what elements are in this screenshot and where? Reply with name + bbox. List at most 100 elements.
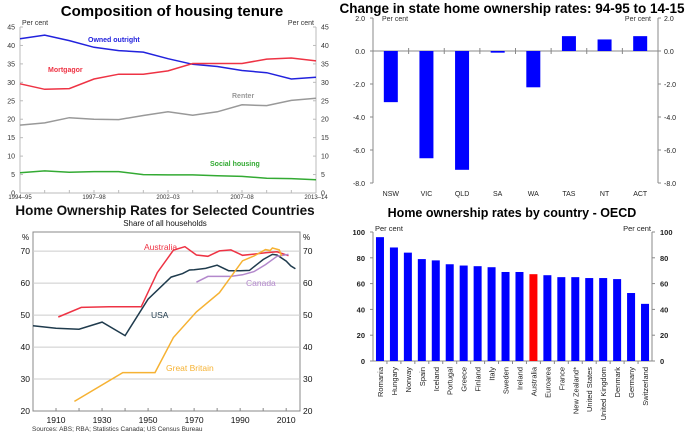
bar-hungary xyxy=(389,247,398,361)
x-tick-label: 1910 xyxy=(47,415,66,425)
y-tick-label-right: -4.0 xyxy=(664,115,676,122)
x-tick-label-sa: SA xyxy=(493,191,503,198)
y-axis-unit-left: Per cent xyxy=(375,224,404,233)
y-tick-label-right: 50 xyxy=(303,310,313,320)
x-tick-label-sweden: Sweden xyxy=(502,367,511,394)
y-tick-label-left: 30 xyxy=(21,374,31,384)
y-tick-label-right: 10 xyxy=(321,154,329,161)
chart-title: Change in state home ownership rates: 94… xyxy=(340,1,685,16)
series-line-mortgagor xyxy=(19,57,317,91)
bar-sweden xyxy=(501,271,510,361)
y-axis-unit-right: Per cent xyxy=(288,20,314,27)
y-tick-label-right: 60 xyxy=(660,280,668,289)
state-chart-panel: Change in state home ownership rates: 94… xyxy=(339,0,685,200)
y-tick-label-right: 80 xyxy=(660,254,668,263)
x-tick-label: 1997–98 xyxy=(82,195,106,200)
y-tick-label-left: 40 xyxy=(7,43,15,50)
series-label-mortgagor: Mortgagor xyxy=(48,67,83,74)
bar-qld xyxy=(455,51,470,170)
bar-vic xyxy=(419,51,434,159)
y-tick-label-left: 0.0 xyxy=(355,49,365,56)
y-tick-label-right: 100 xyxy=(660,228,673,237)
bar-spain xyxy=(417,259,426,361)
x-tick-label-norway: Norway xyxy=(404,367,413,393)
bar-sa xyxy=(490,51,505,53)
y-tick-label-left: 100 xyxy=(352,228,365,237)
x-tick-label-tas: TAS xyxy=(562,191,575,198)
y-tick-label-right: 40 xyxy=(321,43,329,50)
x-tick-label-france: France xyxy=(557,367,566,390)
plot-frame xyxy=(32,231,301,412)
y-tick-label-right: -6.0 xyxy=(664,148,676,155)
y-tick-label-left: 10 xyxy=(7,154,15,161)
y-tick-label-right: 5 xyxy=(321,172,325,179)
y-tick-label-left: 5 xyxy=(11,172,15,179)
bar-united-kingdom xyxy=(599,278,608,361)
x-tick-label-united-states: United States xyxy=(585,367,594,412)
x-tick-label: 2013–14 xyxy=(304,195,328,200)
x-tick-label-greece: Greece xyxy=(460,367,469,392)
bar-france xyxy=(557,277,566,361)
y-axis-unit-right: % xyxy=(303,233,310,242)
y-tick-label-right: 70 xyxy=(303,246,313,256)
y-tick-label-left: 60 xyxy=(21,278,31,288)
x-tick-label: 1970 xyxy=(185,415,204,425)
y-tick-label-left: 40 xyxy=(21,342,31,352)
y-tick-label-left: 35 xyxy=(7,61,15,68)
countries-chart: Home Ownership Rates for Selected Countr… xyxy=(15,203,314,433)
y-tick-label-left: 20 xyxy=(357,331,365,340)
y-tick-label-left: 2.0 xyxy=(355,16,365,23)
y-tick-label-left: 70 xyxy=(21,246,31,256)
y-tick-label-left: 0 xyxy=(361,357,365,366)
y-tick-label-right: 0.0 xyxy=(664,49,674,56)
bar-nsw xyxy=(383,51,398,103)
y-tick-label-right: 20 xyxy=(660,331,668,340)
x-tick-label: 1930 xyxy=(93,415,112,425)
y-tick-label-right: 15 xyxy=(321,135,329,142)
y-tick-label-left: -8.0 xyxy=(353,181,365,188)
y-tick-label-right: 30 xyxy=(303,374,313,384)
bar-germany xyxy=(627,293,636,361)
y-tick-label-left: 50 xyxy=(21,310,31,320)
series-label-renter: Renter xyxy=(232,93,254,100)
y-tick-label-left: 80 xyxy=(357,254,365,263)
y-tick-label-left: -4.0 xyxy=(353,115,365,122)
bar-italy xyxy=(487,267,496,361)
bar-wa xyxy=(526,51,541,88)
y-tick-label-left: -2.0 xyxy=(353,82,365,89)
x-tick-label-nt: NT xyxy=(600,191,610,198)
oecd-chart: Home ownership rates by country - OECD P… xyxy=(352,206,673,420)
x-tick-label-portugal: Portugal xyxy=(446,367,455,395)
chart-title: Home ownership rates by country - OECD xyxy=(388,206,637,220)
x-tick-label-act: ACT xyxy=(633,191,648,198)
y-tick-label-right: 35 xyxy=(321,61,329,68)
x-tick-label: 1994–95 xyxy=(8,195,32,200)
bar-australia xyxy=(529,274,538,361)
bar-greece xyxy=(459,265,468,361)
y-tick-label-left: 20 xyxy=(7,117,15,124)
y-tick-label-right: 45 xyxy=(321,25,329,32)
y-tick-label-left: 45 xyxy=(7,25,15,32)
y-tick-label-left: 40 xyxy=(357,305,365,314)
series-label-usa: USA xyxy=(151,310,169,320)
y-tick-label-right: 0 xyxy=(660,357,664,366)
bar-iceland xyxy=(431,260,440,361)
y-tick-label-right: 0 xyxy=(321,191,325,198)
x-tick-label-switzerland: Switzerland xyxy=(641,367,650,406)
x-tick-label: 2007–08 xyxy=(230,195,254,200)
chart-subtitle: Share of all households xyxy=(123,219,207,228)
chart-title: Home Ownership Rates for Selected Countr… xyxy=(15,203,314,218)
tenure-chart-panel: Composition of housing tenure Per cent P… xyxy=(0,0,340,201)
x-tick-label-nsw: NSW xyxy=(383,191,400,198)
y-tick-label-right: -2.0 xyxy=(664,82,676,89)
bar-nt xyxy=(597,39,612,51)
x-tick-label-spain: Spain xyxy=(418,367,427,386)
x-tick-label-vic: VIC xyxy=(421,191,433,198)
y-tick-label-left: 30 xyxy=(7,80,15,87)
y-axis-unit-right: Per cent xyxy=(625,16,651,23)
x-tick-label-new-zealand: New Zealand* xyxy=(571,367,580,414)
x-tick-label-germany: Germany xyxy=(627,367,636,398)
x-tick-label: 2010 xyxy=(277,415,296,425)
x-tick-label-wa: WA xyxy=(528,191,539,198)
y-tick-label-right: 60 xyxy=(303,278,313,288)
